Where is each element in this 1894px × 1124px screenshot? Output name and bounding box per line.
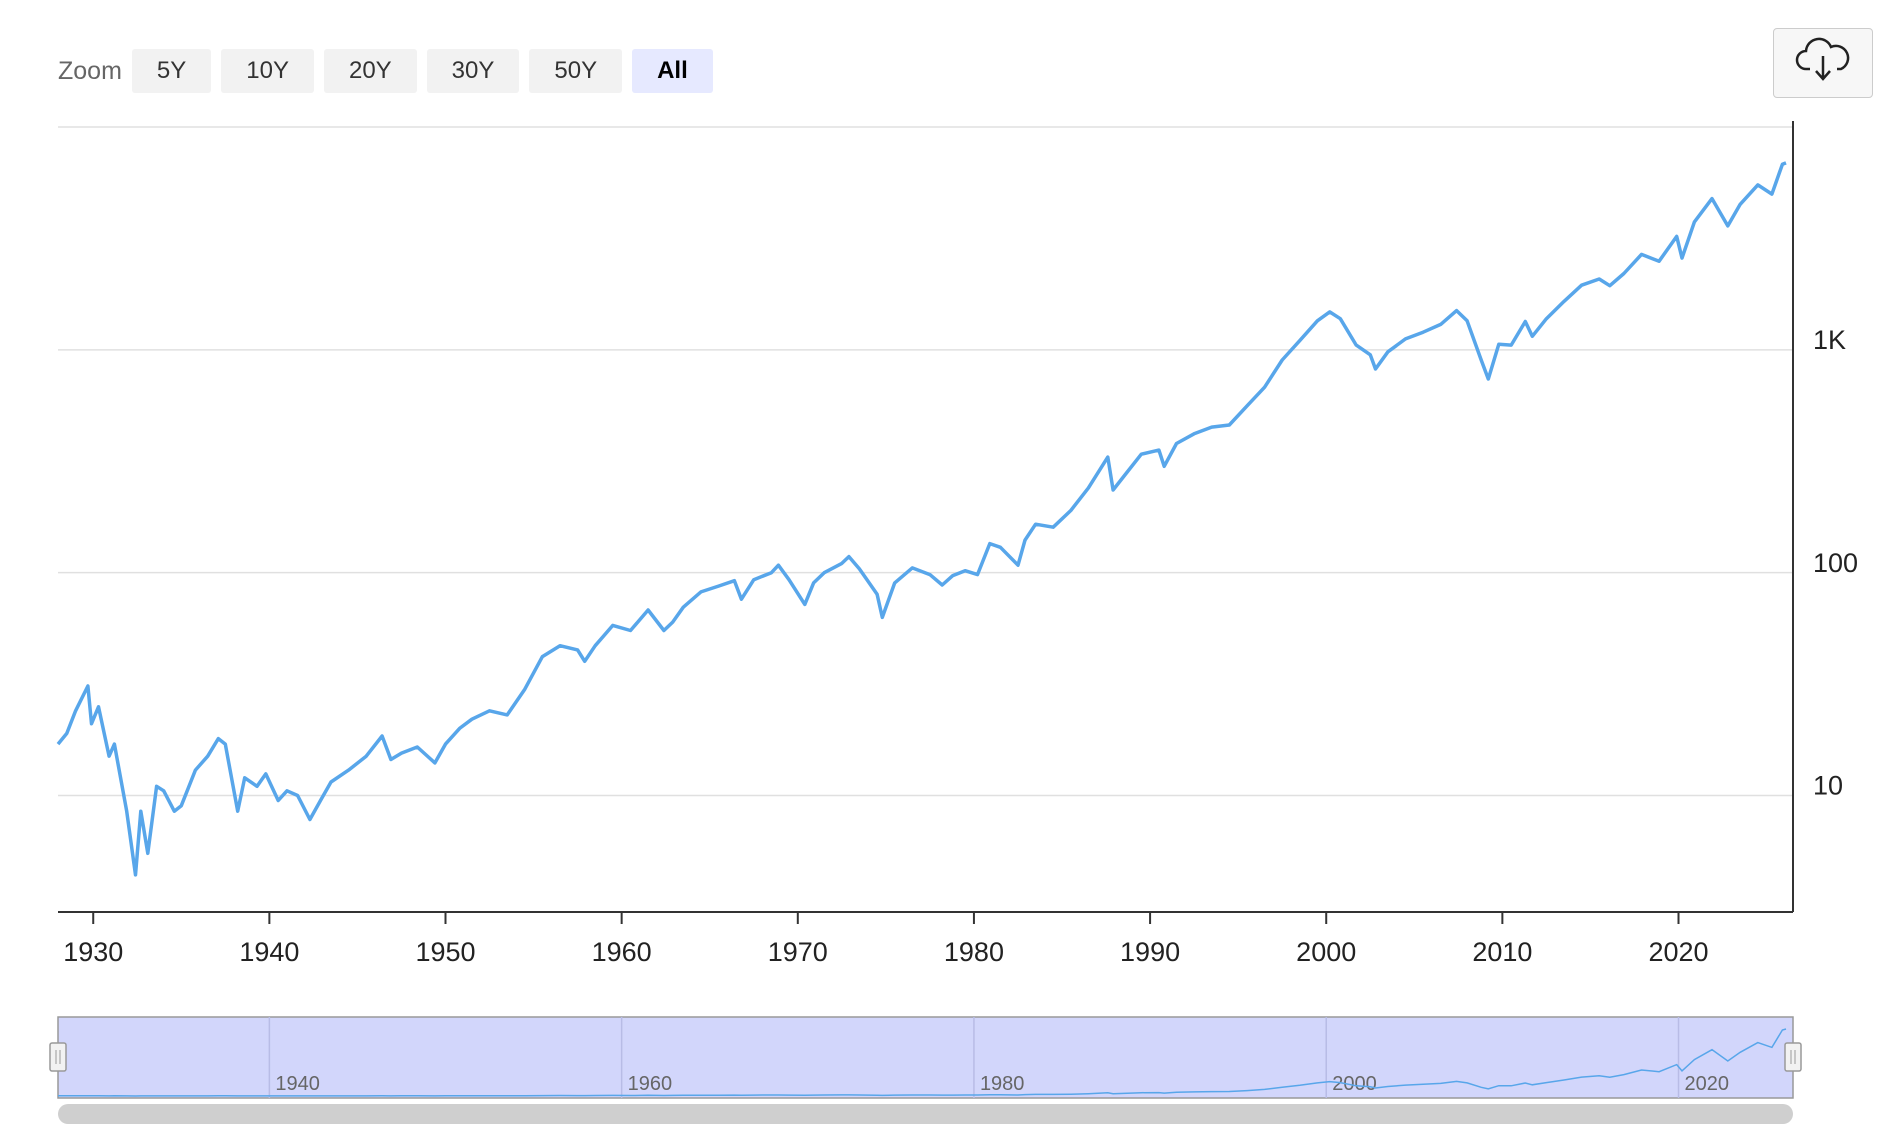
download-button[interactable]: [1773, 28, 1873, 98]
navigator-handle[interactable]: [49, 1042, 67, 1072]
scrollbar[interactable]: [58, 1104, 1793, 1124]
zoom-button[interactable]: 50Y: [529, 49, 623, 93]
x-tick-label: 1960: [592, 937, 652, 967]
navigator-mask: [57, 1016, 1794, 1099]
navigator-line: [58, 1028, 1787, 1097]
y-tick-label: 100: [1813, 548, 1858, 578]
zoom-label: Zoom: [58, 56, 122, 85]
zoom-bar: Zoom 5Y 10Y 20Y 30Y 50Y All: [58, 49, 713, 93]
zoom-button[interactable]: 20Y: [323, 49, 417, 93]
x-tick-label: 1930: [63, 937, 123, 967]
x-tick-label: 2000: [1296, 937, 1356, 967]
navigator-tick-label: 1980: [980, 1073, 1025, 1095]
zoom-button[interactable]: 5Y: [131, 49, 212, 93]
x-tick-label: 1940: [239, 937, 299, 967]
x-tick-label: 1970: [768, 937, 828, 967]
zoom-button[interactable]: 10Y: [221, 49, 314, 93]
navigator-tick-label: 1940: [275, 1073, 320, 1095]
x-tick-label: 2010: [1472, 937, 1532, 967]
navigator-tick-label: 2020: [1685, 1073, 1730, 1095]
y-tick-label: 10: [1813, 771, 1843, 801]
zoom-button[interactable]: 30Y: [426, 49, 520, 93]
x-tick-label: 1980: [944, 937, 1004, 967]
navigator-handle[interactable]: [1784, 1042, 1802, 1072]
x-tick-label: 1990: [1120, 937, 1180, 967]
download-icon: [1795, 37, 1850, 81]
series-line: [56, 161, 1787, 877]
navigator-tick-label: 2000: [1332, 1073, 1377, 1095]
y-tick-label: 1K: [1813, 325, 1846, 355]
zoom-button[interactable]: All: [632, 49, 713, 93]
x-tick-label: 1950: [415, 937, 475, 967]
x-tick-label: 2020: [1648, 937, 1708, 967]
navigator-tick-label: 1960: [628, 1073, 673, 1095]
